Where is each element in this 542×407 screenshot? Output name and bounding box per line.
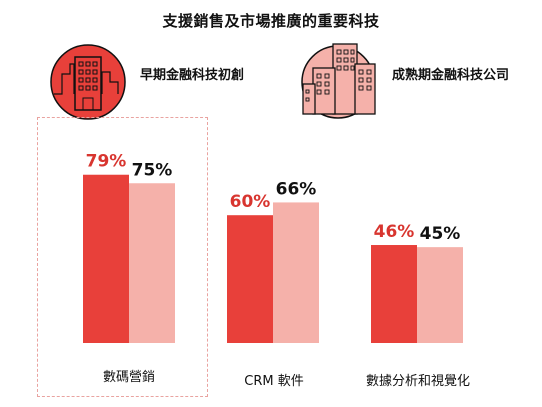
highlight-box — [37, 117, 208, 397]
data-label-mature-1: 66% — [276, 179, 317, 199]
bar-early-0 — [83, 174, 129, 343]
data-label-early-2: 46% — [374, 222, 415, 242]
data-label-early-1: 60% — [230, 192, 271, 212]
bar-early-2 — [371, 245, 417, 343]
legend-label-mature: 成熟期金融科技公司 — [392, 68, 510, 83]
chart-title: 支援銷售及市場推廣的重要科技 — [162, 12, 380, 30]
small-building-icon — [48, 42, 128, 126]
category-label-0: 數碼營銷 — [102, 370, 155, 385]
bar-mature-1 — [273, 202, 319, 343]
data-label-early-0: 79% — [86, 152, 127, 172]
legend-label-early: 早期金融科技初創 — [140, 68, 245, 83]
city-buildings-icon — [293, 38, 383, 124]
bar-mature-0 — [129, 183, 175, 343]
category-label-1: CRM 軟件 — [244, 374, 304, 389]
bar-early-1 — [227, 215, 273, 343]
data-label-mature-2: 45% — [420, 224, 461, 244]
bar-mature-2 — [417, 247, 463, 343]
data-label-mature-0: 75% — [132, 160, 173, 180]
category-label-2: 數據分析和視覺化 — [365, 374, 470, 389]
